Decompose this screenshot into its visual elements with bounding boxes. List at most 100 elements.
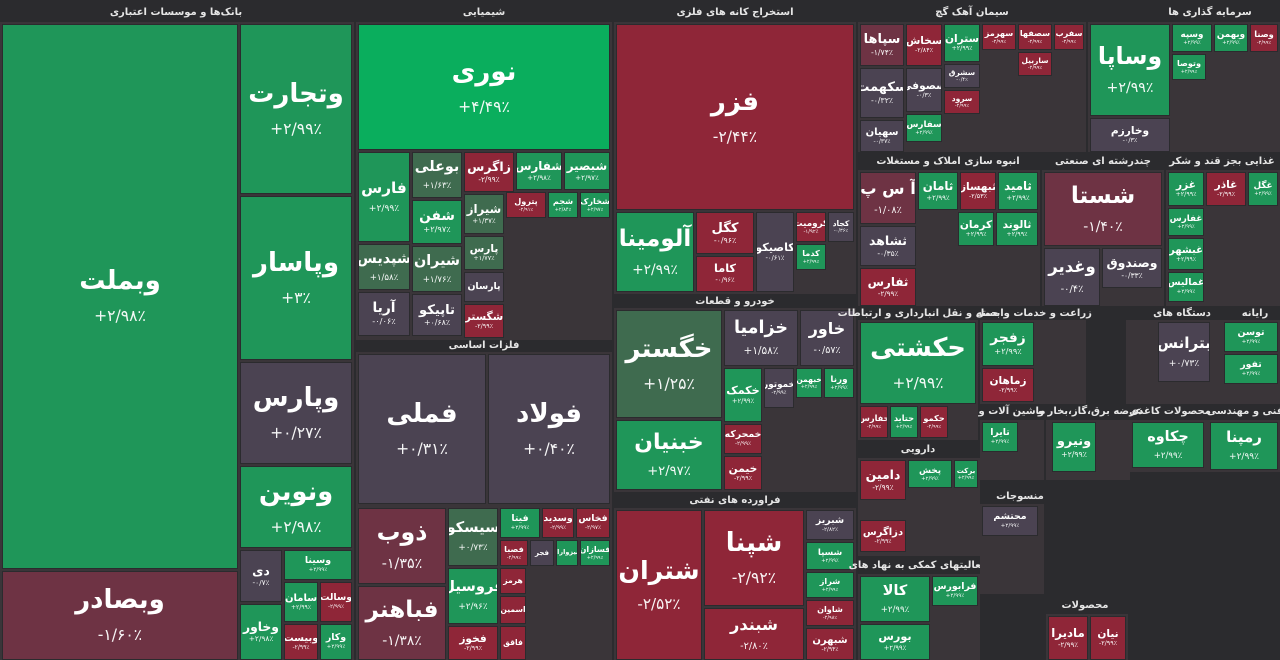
stock-tile: غاذر -۲/۹۹٪ [1206,172,1246,206]
stock-tile: زفجر +۲/۹۹٪ [982,322,1034,366]
sector-title: سیمان آهک گچ [935,7,1009,18]
stock-tile: پارسان [464,272,504,302]
stock-tile: ذوب -۱/۳۵٪ [358,508,446,584]
stock-name: وخاور [243,620,279,635]
stock-change: -۰/۳٪ [916,92,932,100]
stock-change: -۲/۹۸٪ [822,614,838,621]
stock-change: -۲/۹۱٪ [518,206,534,213]
stock-name: فولاد [515,398,583,429]
stock-name: کاما [714,262,736,276]
stock-name: ثامید [1004,179,1032,193]
stock-change: -۰/۵۷٪ [813,344,841,356]
stock-change: -۱/۳۸٪ [382,632,422,649]
stock-tile: ونیرو +۲/۹۹٪ [1052,422,1096,472]
stock-name: وسالت [320,592,352,604]
stock-name: آلومینا [618,225,692,252]
stock-change: +۲/۹۶٪ [458,602,488,613]
stock-name: زاگرس [467,159,511,175]
stock-name: پارسان [467,280,501,292]
stock-name: سفرب [1055,28,1083,39]
stock-tile: وبملت +۲/۹۸٪ [2,24,238,569]
stock-name: غفارس [1169,213,1203,224]
stock-change: -۲/۹۹٪ [1256,39,1272,46]
stock-tile: وتجارت +۲/۹۹٪ [240,24,352,194]
stock-name: چکاوه [1147,428,1189,445]
stock-name: ورنا [830,374,848,385]
stock-name: برکت [956,465,976,475]
stock-name: فرابورس [933,581,977,593]
stock-change: +۰/۷۳٪ [1168,358,1200,370]
stock-name: توسن [1237,327,1265,339]
stock-tile: خبنیان +۲/۹۷٪ [616,420,722,490]
stock-tile: دی -۰/۷٪ [240,550,282,602]
stock-tile: کگل -۰/۹۶٪ [696,212,754,254]
stock-tile: ثامان +۲/۹۹٪ [918,172,958,210]
stock-name: بوعلی [414,158,460,175]
stock-tile: شجم +۲/۸۴٪ [548,192,578,218]
stock-change: +۲/۹۹٪ [308,567,328,574]
stock-tile: غمالیس +۲/۹۹٪ [1168,272,1204,302]
stock-name: خزامیا [733,318,789,339]
stock-tile: شپنا -۲/۹۲٪ [704,510,804,606]
stock-name: هرمز [503,575,523,585]
stock-tile: شبریز -۲/۸۲٪ [806,510,854,540]
stock-change: +۱/۷۶٪ [422,274,452,285]
stock-change: -۲/۹۹٪ [954,103,970,110]
stock-tile: تاپیکو +۰/۶۸٪ [412,294,462,336]
stock-tile: شفارس +۲/۹۸٪ [516,152,562,190]
stock-change: +۲/۹۹٪ [1241,339,1261,346]
stock-tile: وخاور +۲/۹۸٪ [240,604,282,660]
stock-name: شبهرن [812,634,848,646]
stock-change: -۲/۹۷٪ [585,525,601,532]
stock-name: شاوان [817,604,843,615]
stock-tile: حکمو -۲/۹۹٪ [920,406,948,438]
stock-tile: شفن +۲/۹۷٪ [412,200,462,244]
stock-name: دامین [865,467,901,483]
stock-name: وسدید [543,513,573,525]
stock-tile: شراز +۲/۹۹٪ [806,572,854,598]
stock-tile: ونوین +۲/۹۸٪ [240,466,352,548]
stock-tile: خگستر +۱/۲۵٪ [616,310,722,418]
stock-name: سپاها [863,31,901,47]
stock-tile: آ س پ -۱/۰۸٪ [860,172,916,224]
stock-tile: سخاش -۲/۸۴٪ [906,24,942,66]
stock-name: وصندوق [1106,255,1158,271]
stock-name: دزاگرس [862,526,904,538]
stock-name: فسازان [580,544,610,555]
stock-change: +۲/۹۹٪ [945,593,965,600]
stock-name: شفن [419,208,455,225]
stock-name: تایرا [990,427,1010,439]
stock-tile: بوعلی +۱/۶۳٪ [412,152,462,198]
stock-name: زفجر [990,330,1026,347]
stock-name: ثبهساز [960,181,996,194]
stock-change: +۲/۹۹٪ [731,397,755,406]
stock-change: +۰/۴۰٪ [523,439,575,458]
stock-name: سصفها [1019,28,1051,39]
stock-change: +۲/۹۹٪ [326,644,346,651]
stock-name: ونوین [258,476,334,507]
stock-name: وپاسار [253,247,339,278]
stock-change: +۱/۳۷٪ [472,215,496,225]
stock-tile: ثفارس -۲/۹۹٪ [860,268,916,306]
stock-name: ذوب [376,518,428,547]
stock-name: غزر [1176,179,1196,192]
stock-name: کگل [711,220,739,236]
stock-tile: بترانس +۰/۷۳٪ [1158,322,1210,382]
stock-change: +۲/۹۹٪ [926,192,950,202]
stock-tile: فخاس -۲/۹۷٪ [576,508,610,538]
sector-title: محصولات کاغذی [1129,406,1211,417]
stock-tile: سصفها -۲/۹۹٪ [1018,24,1052,50]
stock-change: -۲/۹۹٪ [1027,38,1043,45]
sector-title: دارویی [900,444,936,455]
stock-change: +۲/۹۷٪ [647,464,691,480]
sector-title: خودرو و قطعات [695,296,775,307]
stock-tile: نوری +۴/۴۹٪ [358,24,610,150]
stock-change: +۲/۹۹٪ [1175,191,1197,199]
stock-tile: کاما -۰/۹۶٪ [696,256,754,292]
stock-change: -۱/۷۴٪ [870,47,894,57]
stock-tile: وبیست -۲/۹۹٪ [284,624,318,660]
stock-change: +۲/۹۹٪ [1183,39,1201,46]
stock-change: +۲/۹۹٪ [1006,192,1030,202]
sector-title: دستگاه های [1153,308,1211,319]
